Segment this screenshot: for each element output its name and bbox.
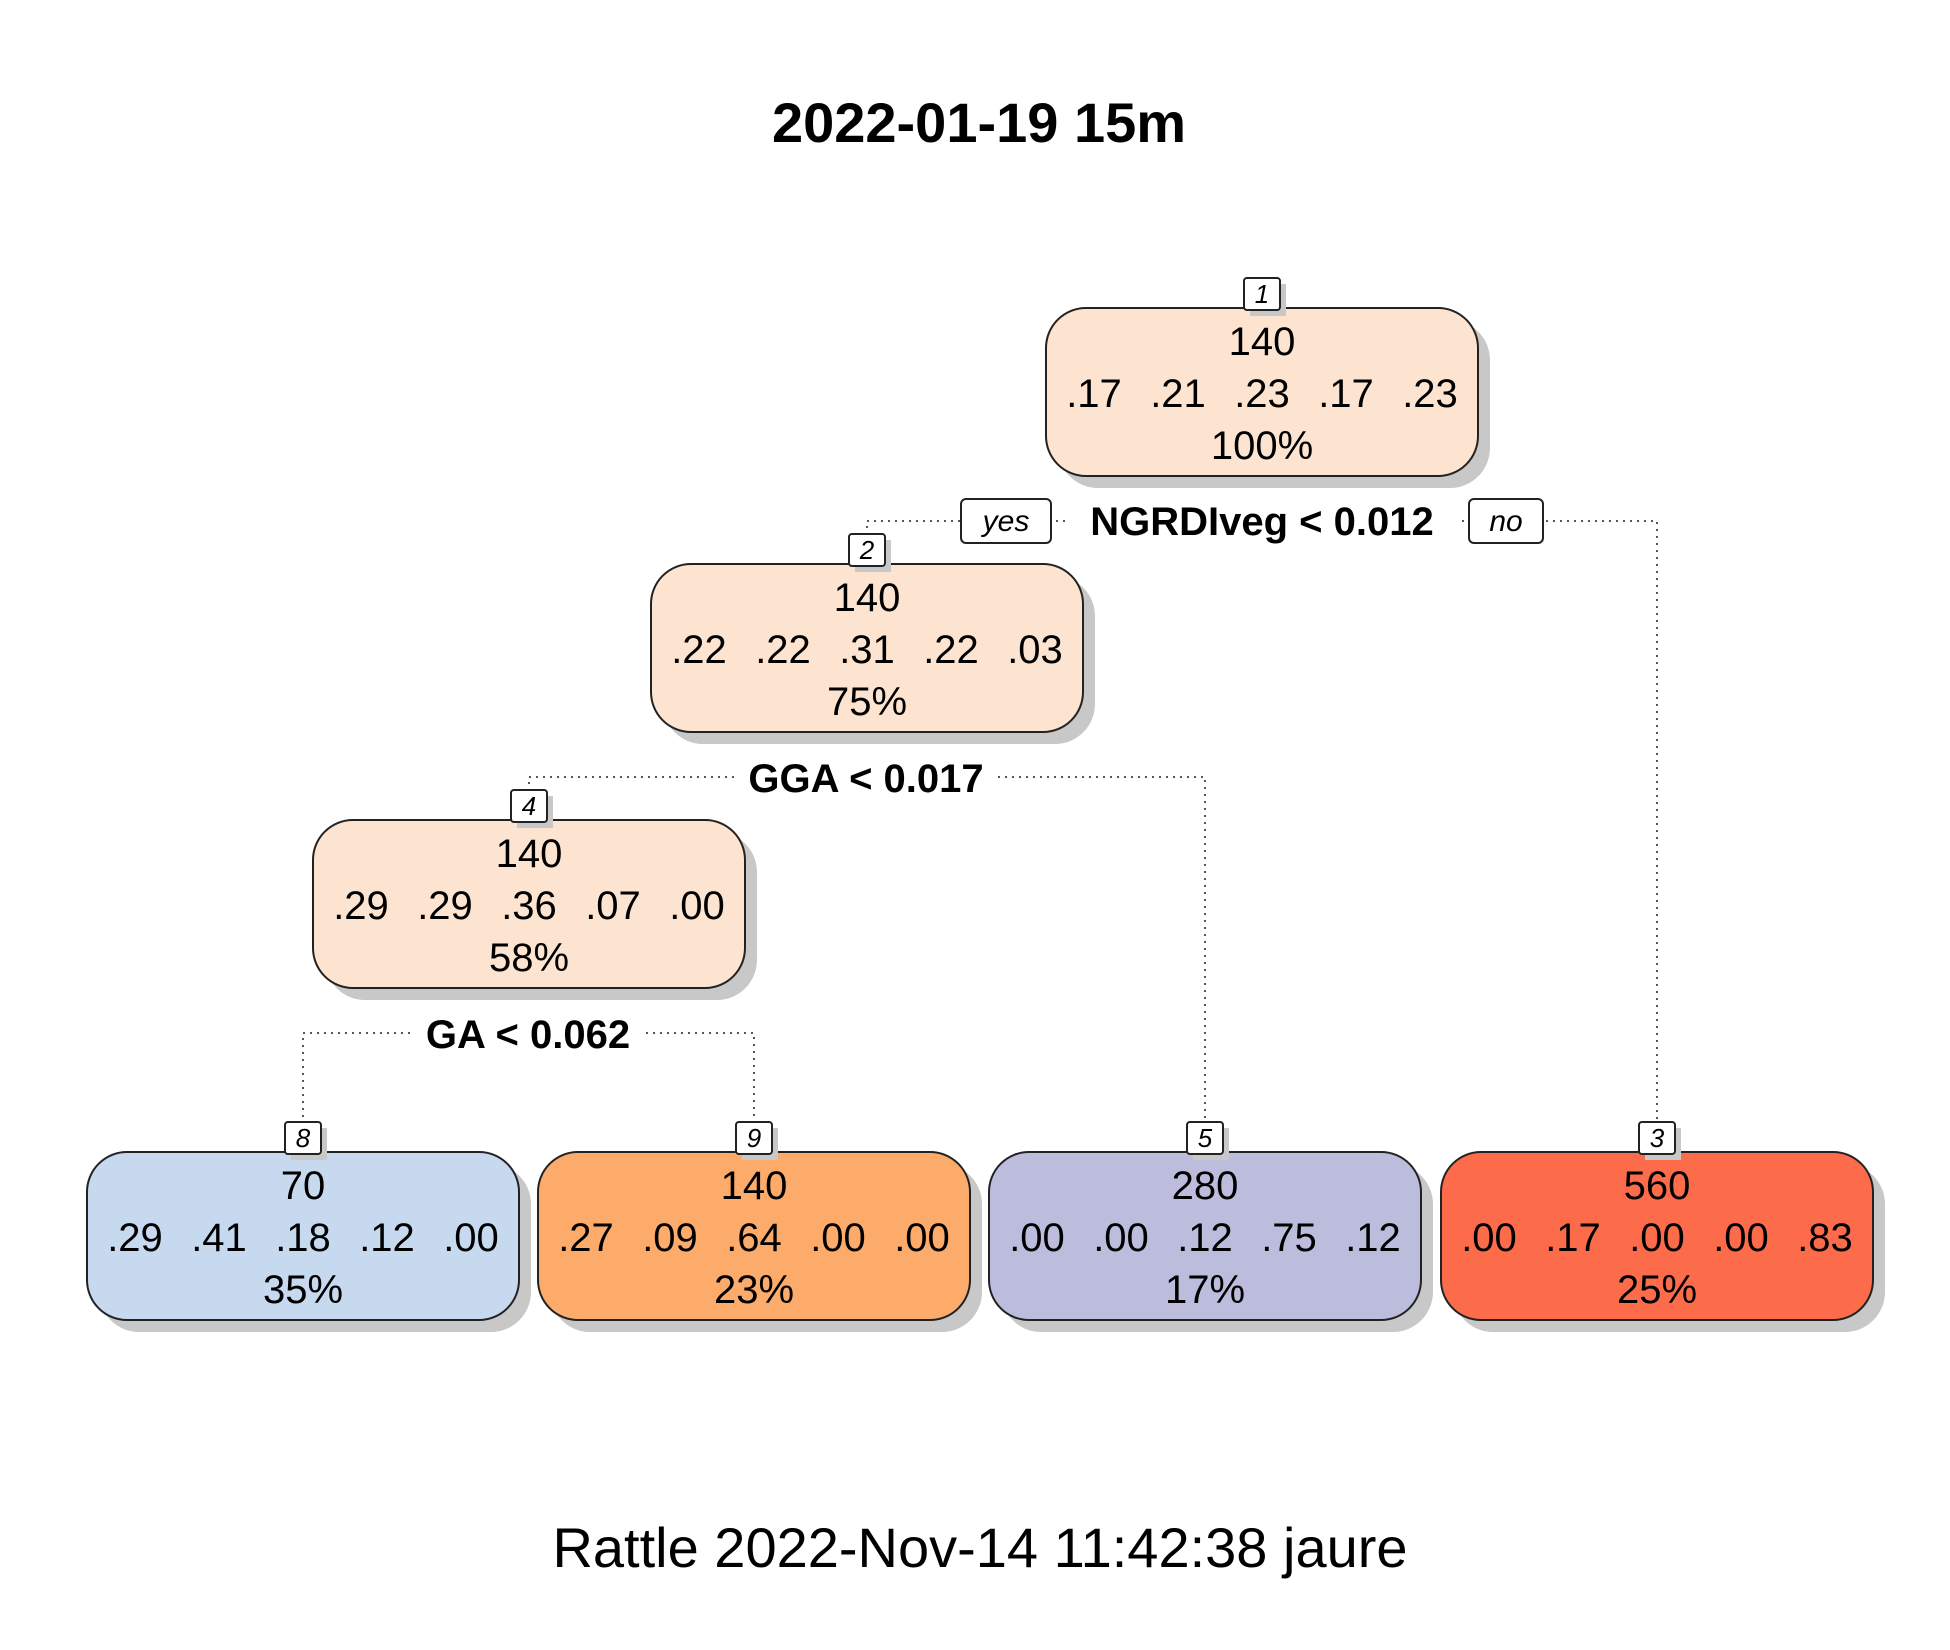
split-labels: NGRDIveg < 0.012 GGA < 0.017 GA < 0.062 (412, 495, 1460, 1060)
node-number-box (1243, 277, 1281, 311)
split-label-node-4: GA < 0.062 (426, 1013, 630, 1057)
node-number-box (848, 533, 886, 567)
tree-node-2: 2 140 .22 .22 .31 .22 .03 75% (650, 533, 1095, 744)
tree-node-9: 9 140 .27 .09 .64 .00 .00 23% (537, 1121, 982, 1332)
node-prob: .07 (585, 884, 641, 928)
node-value: 70 (281, 1164, 326, 1208)
node-prob: .17 (1318, 372, 1374, 416)
node-percent: 75% (827, 680, 907, 724)
node-prob: .21 (1150, 372, 1206, 416)
tree-nodes: 1 140 .17 .21 .23 .17 .23 100% 2 140 .22 .22 .31 .22.… (86, 277, 1885, 1332)
node-prob: .75 (1261, 1216, 1317, 1260)
no-label: no (1489, 505, 1522, 538)
node-value: 560 (1624, 1164, 1691, 1208)
node-prob: .27 (558, 1216, 614, 1260)
node-percent: 100% (1211, 424, 1313, 468)
yes-label: yes (981, 505, 1030, 538)
split-label-root: NGRDIveg < 0.012 (1090, 500, 1434, 544)
node-number-box (510, 789, 548, 823)
node-number: 4 (522, 791, 536, 821)
node-prob: .64 (726, 1216, 782, 1260)
node-prob: .03 (1007, 628, 1063, 672)
node-prob: .17 (1066, 372, 1122, 416)
node-prob: .00 (1009, 1216, 1065, 1260)
footer-caption: Rattle 2022-Nov-14 11:42:38 jaure (552, 1516, 1407, 1579)
yes-label-box: yes (960, 498, 1052, 544)
node-number: 2 (859, 535, 875, 565)
node-number-box (735, 1121, 773, 1155)
tree-node-4: 4 140 .29 .29 .36 .07 .00 58% (312, 789, 757, 1000)
node-prob: .09 (642, 1216, 698, 1260)
node-number-box (284, 1121, 322, 1155)
node-prob: .41 (191, 1216, 247, 1260)
node-prob: .00 (1713, 1216, 1769, 1260)
node-percent: 35% (263, 1268, 343, 1312)
node-prob: .22 (755, 628, 811, 672)
node-value: 140 (1229, 320, 1296, 364)
node-prob: .22 (671, 628, 727, 672)
node-prob: .31 (839, 628, 895, 672)
node-number: 9 (747, 1123, 761, 1153)
node-prob: .00 (1629, 1216, 1685, 1260)
node-prob: .29 (333, 884, 389, 928)
tree-node-5: 5 280 .00 .00 .12 .75 .12 17% (988, 1121, 1433, 1332)
split-label-node-2: GGA < 0.017 (748, 757, 983, 801)
node-prob: .17 (1545, 1216, 1601, 1260)
tree-node-1: 1 140 .17 .21 .23 .17 .23 100% (1045, 277, 1490, 488)
node-prob: .00 (669, 884, 725, 928)
node-prob: .00 (1461, 1216, 1517, 1260)
node-prob: .29 (417, 884, 473, 928)
tree-node-8: 8 70 .29 .41 .18 .12 .00 35% (86, 1121, 531, 1332)
node-number: 5 (1198, 1123, 1213, 1153)
node-value: 140 (496, 832, 563, 876)
node-prob: .12 (1345, 1216, 1401, 1260)
node-percent: 25% (1617, 1268, 1697, 1312)
node-value: 140 (721, 1164, 788, 1208)
node-prob: .23 (1234, 372, 1290, 416)
node-number: 1 (1255, 279, 1269, 309)
node-prob: .12 (1177, 1216, 1233, 1260)
tree-node-3: 3 560 .00 .17 .00 .00 .83 25% (1440, 1121, 1885, 1332)
node-value: 280 (1172, 1164, 1239, 1208)
node-prob: .83 (1797, 1216, 1853, 1260)
node-prob: .00 (1093, 1216, 1149, 1260)
node-percent: 58% (489, 936, 569, 980)
node-value: 140 (834, 576, 901, 620)
node-number: 8 (296, 1123, 311, 1153)
node-prob: .00 (810, 1216, 866, 1260)
no-label-box: no (1468, 498, 1544, 544)
node-number-box (1186, 1121, 1224, 1155)
node-percent: 17% (1165, 1268, 1245, 1312)
node-prob: .22 (923, 628, 979, 672)
node-prob: .23 (1402, 372, 1458, 416)
node-prob: .36 (501, 884, 557, 928)
node-number: 3 (1650, 1123, 1665, 1153)
node-prob: .12 (359, 1216, 415, 1260)
chart-title: 2022-01-19 15m (772, 91, 1186, 154)
node-prob: .00 (894, 1216, 950, 1260)
node-prob: .18 (275, 1216, 331, 1260)
node-prob: .29 (107, 1216, 163, 1260)
node-prob: .00 (443, 1216, 499, 1260)
node-number-box (1638, 1121, 1676, 1155)
node-percent: 23% (714, 1268, 794, 1312)
